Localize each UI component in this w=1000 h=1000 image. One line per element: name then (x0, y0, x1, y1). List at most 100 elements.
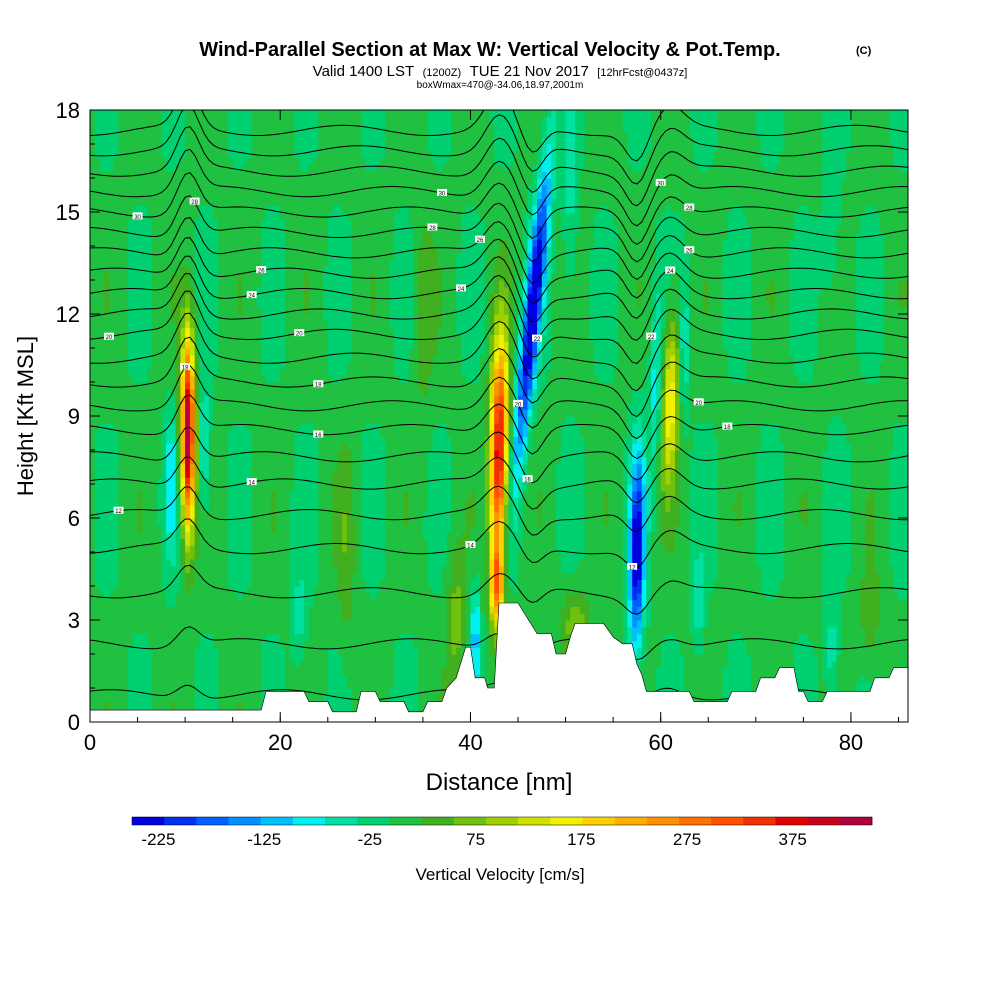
field-cell (94, 504, 120, 512)
field-cell (760, 436, 781, 444)
field-cell (584, 443, 624, 451)
field-cell (90, 252, 129, 261)
field-cell (499, 518, 505, 526)
field-cell (446, 558, 453, 567)
field-cell (660, 388, 667, 397)
field-cell (541, 225, 548, 233)
field-cell (527, 456, 562, 465)
field-cell (679, 341, 690, 349)
field-cell (208, 450, 229, 458)
field-cell (670, 504, 681, 512)
field-cell (717, 490, 738, 499)
field-cell (841, 613, 861, 621)
field-cell (684, 375, 690, 383)
field-cell (418, 320, 443, 329)
field-cell (774, 293, 790, 301)
field-cell (199, 300, 219, 308)
field-cell (489, 375, 495, 383)
field-cell (494, 361, 500, 369)
field-cell (289, 579, 300, 587)
field-cell (893, 144, 908, 152)
field-cell (812, 361, 862, 369)
colorbar-swatch (292, 817, 326, 825)
field-cell (489, 599, 495, 607)
field-cell (332, 531, 343, 539)
field-cell (560, 552, 586, 560)
field-cell (227, 456, 253, 465)
field-cell (522, 327, 529, 335)
field-cell (622, 470, 629, 478)
field-cell (584, 116, 624, 125)
field-cell (660, 490, 667, 499)
field-cell (361, 497, 386, 505)
field-cell (446, 599, 453, 607)
field-cell (332, 552, 357, 560)
field-cell (289, 504, 319, 512)
field-cell (855, 334, 885, 342)
field-cell (161, 123, 186, 131)
field-cell (499, 375, 505, 383)
field-cell (394, 218, 410, 227)
field-cell (361, 123, 386, 131)
field-cell (194, 558, 229, 567)
field-cell (537, 198, 548, 206)
field-cell (199, 382, 215, 390)
isentrope-label-bg (180, 363, 191, 371)
field-cell (494, 422, 505, 431)
field-cell (318, 477, 334, 485)
field-cell (327, 320, 353, 329)
field-cell (394, 368, 410, 376)
field-cell (408, 375, 419, 383)
field-cell (128, 334, 153, 342)
field-cell (827, 660, 833, 669)
field-cell (294, 130, 319, 138)
isentrope-line (90, 485, 908, 536)
field-cell (427, 538, 448, 546)
field-cell (313, 586, 338, 594)
field-cell (789, 674, 819, 682)
field-cell (665, 348, 676, 356)
field-cell (199, 443, 210, 451)
field-cell (380, 422, 438, 431)
field-cell (627, 592, 633, 601)
field-cell (266, 205, 281, 213)
field-cell (889, 137, 908, 145)
field-cell (836, 674, 862, 682)
field-cell (99, 157, 115, 165)
field-cell (418, 327, 438, 335)
field-cell (622, 633, 629, 641)
field-cell (651, 341, 662, 349)
field-cell (427, 382, 486, 390)
field-cell (679, 334, 690, 342)
isentrope-label: 14 (248, 481, 255, 487)
field-cell (798, 633, 809, 641)
field-cell (213, 205, 267, 213)
field-cell (484, 293, 491, 301)
field-cell (189, 354, 196, 363)
field-cell (641, 436, 648, 444)
field-cell (665, 504, 671, 512)
field-cell (532, 225, 538, 233)
field-cell (665, 463, 676, 471)
field-cell (556, 266, 567, 274)
field-cell (527, 320, 538, 329)
field-cell (227, 116, 253, 125)
field-cell (636, 456, 643, 465)
field-cell (251, 490, 272, 499)
field-cell (760, 586, 781, 594)
field-cell (679, 361, 686, 369)
isentrope-label-bg (113, 506, 124, 514)
field-cell (494, 259, 514, 267)
field-cell (437, 341, 462, 349)
field-cell (484, 463, 491, 471)
field-cell (518, 422, 524, 431)
field-cell (617, 348, 652, 356)
field-cell (589, 606, 624, 614)
field-cell (418, 280, 443, 288)
field-cell (470, 592, 481, 601)
field-cell (675, 450, 681, 458)
field-cell (532, 273, 543, 281)
field-cell (655, 314, 662, 322)
field-cell (727, 361, 747, 369)
field-cell (413, 293, 419, 301)
